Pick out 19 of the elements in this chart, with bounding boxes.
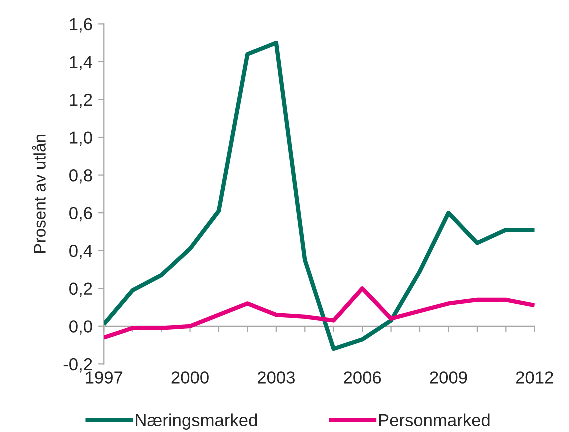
legend-label: Personmarked: [379, 414, 490, 427]
y-tick-label: 0,4: [70, 245, 93, 260]
x-tick-label: 2000: [172, 372, 209, 384]
y-tick-label: 0,0: [70, 320, 92, 335]
x-tick-label: 2009: [430, 372, 468, 384]
y-tick-label: -0,2: [64, 358, 92, 373]
y-axis-title: Prosent av utlån: [32, 135, 46, 254]
y-tick-label: 0,2: [70, 282, 92, 298]
y-tick-label: 0,6: [70, 207, 92, 222]
x-tick-label: 2006: [344, 372, 382, 384]
y-tick-label: 1,0: [70, 132, 92, 146]
x-tick-label: 1997: [86, 372, 123, 384]
y-tick-label: 1,2: [70, 94, 92, 108]
y-tick-label: 0,8: [70, 169, 92, 184]
x-tick-label: 2003: [258, 372, 295, 384]
y-tick-label: 1,6: [70, 18, 92, 33]
y-tick-label: 1,4: [70, 56, 93, 70]
x-tick-label: 2012: [516, 372, 554, 384]
legend-label: Næringsmarked: [136, 414, 258, 430]
